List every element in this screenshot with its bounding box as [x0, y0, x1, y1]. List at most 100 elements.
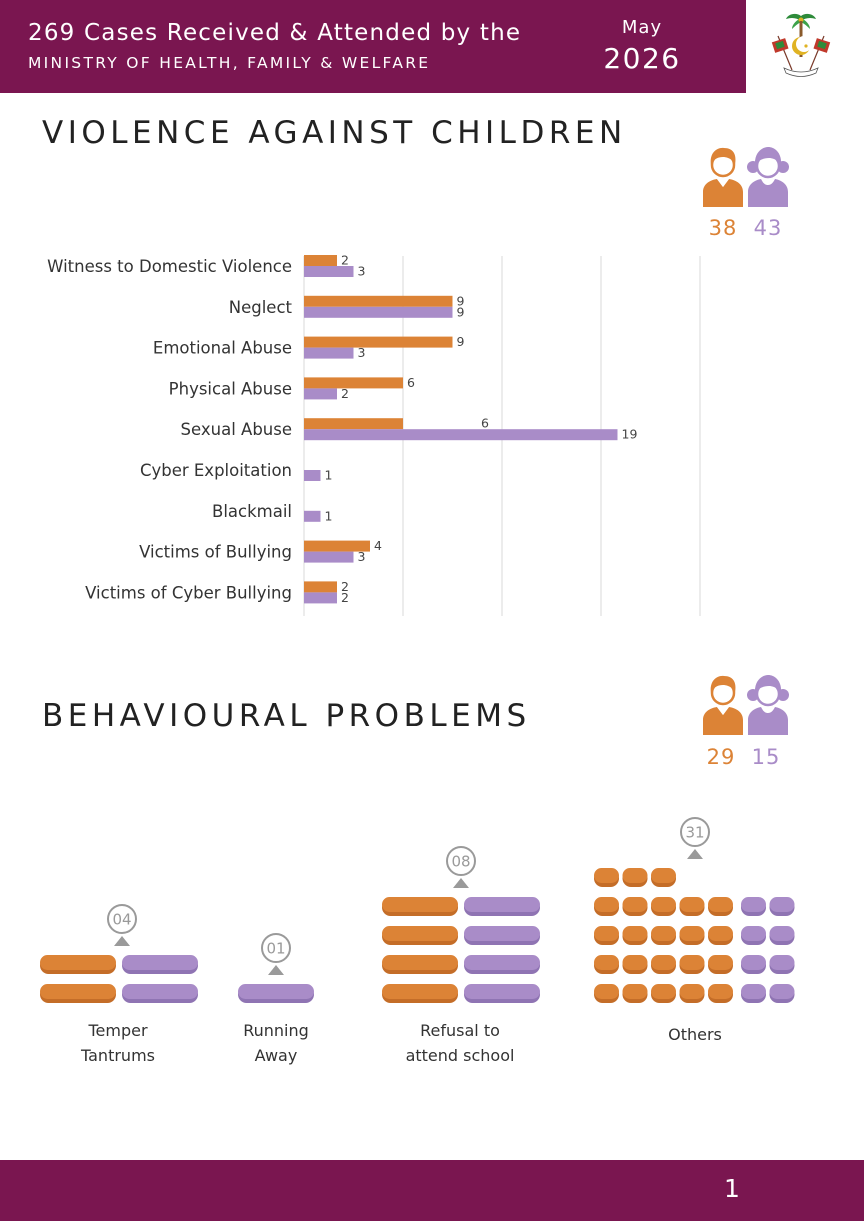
pictogram-block	[769, 926, 795, 941]
header-title: 269 Cases Received & Attended by the	[28, 20, 522, 46]
behavioural-boys-total: 29	[706, 745, 736, 769]
bar-girls	[304, 429, 618, 441]
pictogram-block	[741, 955, 766, 970]
behavioural-girls-total: 15	[751, 745, 781, 769]
data-label: 6	[481, 416, 489, 431]
pictogram-block	[464, 955, 540, 970]
pictogram-block	[622, 868, 648, 883]
boy-icon	[703, 675, 743, 735]
total-badge-icon	[680, 817, 710, 847]
behavioural-pictogram-chart: 04 01 08 31	[40, 817, 795, 1003]
category-label: Neglect	[229, 298, 293, 317]
pictogram-block	[651, 926, 676, 941]
bar-boys	[304, 418, 403, 430]
pictogram-block	[594, 955, 619, 970]
behaviour-label-line: Away	[254, 1046, 298, 1065]
category-label: Emotional Abuse	[153, 339, 292, 358]
boy-icon	[703, 147, 743, 207]
total-badge-label: 08	[451, 853, 470, 871]
data-label: 2	[341, 579, 349, 594]
header-month: May	[621, 17, 663, 38]
behaviour-label-line: Running	[243, 1021, 309, 1040]
data-label: 9	[457, 293, 465, 308]
data-label: 19	[622, 427, 638, 442]
pictogram-block	[238, 984, 314, 999]
pictogram-block	[594, 897, 619, 912]
bar-boys	[304, 295, 453, 307]
bar-boys	[304, 377, 403, 389]
badge-pointer-icon	[268, 965, 284, 975]
national-emblem-icon	[771, 13, 831, 77]
behavioural-section-title: BEHAVIOURAL PROBLEMS	[42, 698, 531, 734]
bar-girls	[304, 266, 354, 277]
pictogram-block	[741, 897, 766, 912]
pictogram-block	[769, 955, 795, 970]
header-year: 2026	[603, 42, 681, 75]
category-label: Blackmail	[212, 502, 292, 521]
pictogram-block	[464, 926, 540, 941]
footer-banner: 1	[0, 1160, 864, 1221]
behaviour-label-line: Refusal to	[420, 1021, 500, 1040]
total-badge-label: 01	[266, 940, 285, 958]
pictogram-block	[122, 955, 198, 970]
data-label: 9	[457, 334, 465, 349]
behaviour-label-line: Others	[668, 1025, 722, 1044]
bar-boys	[304, 540, 370, 552]
pictogram-block	[594, 868, 619, 883]
violence-girls-total: 43	[753, 216, 783, 240]
data-label: 2	[341, 253, 349, 268]
bar-boys	[304, 255, 337, 266]
data-label: 6	[407, 375, 415, 390]
data-label: 2	[341, 590, 349, 605]
pictogram-block	[741, 926, 766, 941]
pictogram-block	[622, 926, 648, 941]
category-label: Sexual Abuse	[181, 420, 292, 439]
header-subtitle: MINISTRY OF HEALTH, FAMILY & WELFARE	[28, 54, 431, 72]
bar-girls	[304, 551, 354, 563]
bar-girls	[304, 306, 453, 318]
pictogram-block	[622, 897, 648, 912]
data-label: 9	[457, 304, 465, 319]
violence-boys-total: 38	[708, 216, 738, 240]
pictogram-block	[40, 955, 116, 970]
badge-pointer-icon	[687, 849, 703, 859]
data-label: 3	[358, 345, 366, 360]
behaviour-label-others: Others	[625, 1022, 765, 1047]
bar-girls	[304, 347, 354, 359]
category-label: Witness to Domestic Violence	[47, 257, 292, 276]
total-badge-label: 31	[685, 824, 704, 842]
pictogram-block	[651, 955, 676, 970]
data-label: 4	[374, 538, 382, 553]
behaviour-label-line: Temper	[88, 1021, 148, 1040]
total-badge-icon	[446, 846, 476, 876]
behaviour-label-running-away: Running Away	[206, 1018, 346, 1068]
pictogram-block	[594, 926, 619, 941]
bar-boys	[304, 581, 337, 593]
behaviour-label-refusal-school: Refusal to attend school	[375, 1018, 545, 1068]
pictogram-block	[622, 955, 648, 970]
pictogram-block	[382, 926, 458, 941]
pictogram-block	[382, 897, 458, 912]
badge-pointer-icon	[114, 936, 130, 946]
pictogram-block	[464, 984, 540, 999]
data-label: 2	[341, 386, 349, 401]
bar-girls	[304, 510, 321, 522]
total-badge-icon	[261, 933, 291, 963]
data-label: 3	[358, 264, 366, 279]
pictogram-block	[651, 897, 676, 912]
category-label: Victims of Bullying	[139, 543, 292, 562]
girl-icon	[747, 147, 789, 207]
pictogram-block	[622, 984, 648, 999]
bar-girls	[304, 592, 337, 604]
pictogram-block	[651, 868, 676, 883]
bar-girls	[304, 388, 337, 400]
pictogram-block	[708, 984, 733, 999]
category-label: Cyber Exploitation	[140, 461, 292, 480]
category-label: Physical Abuse	[169, 379, 292, 398]
data-label: 3	[358, 549, 366, 564]
pictogram-block	[679, 897, 705, 912]
pictogram-block	[769, 984, 795, 999]
pictogram-block	[769, 897, 795, 912]
pictogram-block	[679, 984, 705, 999]
